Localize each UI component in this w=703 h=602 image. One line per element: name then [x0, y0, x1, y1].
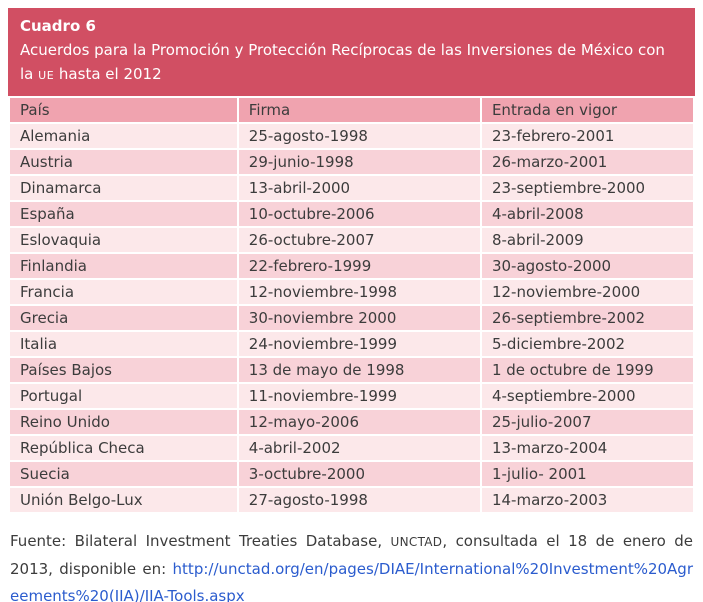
table-row: Grecia 30-noviembre 2000 26-septiembre-200…	[8, 304, 696, 332]
cell-vigor: 8-abril-2009	[479, 226, 696, 254]
cell-vigor: 26-marzo-2001	[479, 148, 696, 176]
cell-pais: Suecia	[8, 460, 239, 488]
cell-firma: 22-febrero-1999	[236, 252, 482, 280]
source-link[interactable]: http://unctad.org/en/pages/DIAE/Internat…	[10, 560, 693, 602]
table-row: Portugal 11-noviembre-1999 4-septiembre-20…	[8, 382, 696, 410]
cell-vigor: 25-julio-2007	[479, 408, 696, 436]
table-row: Alemania 25-agosto-1998 23-febrero-2001	[8, 122, 696, 150]
table-title-suffix: hasta el 2012	[54, 65, 162, 83]
cell-firma: 4-abril-2002	[236, 434, 482, 462]
table-row: Francia 12-noviembre-1998 12-noviembre-200…	[8, 278, 696, 306]
cell-vigor: 5-diciembre-2002	[479, 330, 696, 358]
treaties-table: País Firma Entrada en vigor Alemania 25-a…	[8, 96, 696, 514]
table-row: Suecia 3-octubre-2000 1-julio- 2001	[8, 460, 696, 488]
cell-vigor: 30-agosto-2000	[479, 252, 696, 280]
table-row: Dinamarca 13-abril-2000 23-septiembre-2000	[8, 174, 696, 202]
cell-firma: 29-junio-1998	[236, 148, 482, 176]
table-body: Alemania 25-agosto-1998 23-febrero-2001 Aus…	[8, 122, 696, 514]
cell-pais: Francia	[8, 278, 239, 306]
cell-firma: 3-octubre-2000	[236, 460, 482, 488]
cell-pais: España	[8, 200, 239, 228]
cell-pais: Alemania	[8, 122, 239, 150]
column-header-firma: Firma	[236, 96, 482, 124]
cell-firma: 27-agosto-1998	[236, 486, 482, 514]
cell-vigor: 4-abril-2008	[479, 200, 696, 228]
cell-vigor: 13-marzo-2004	[479, 434, 696, 462]
source-smallcaps: UNCTAD	[390, 535, 443, 549]
table-title-text: Acuerdos para la Promoción y Protección …	[20, 41, 665, 83]
source-text: Fuente: Bilateral Investment Treaties Da…	[10, 532, 391, 550]
cell-firma: 13 de mayo de 1998	[236, 356, 482, 384]
cell-pais: Dinamarca	[8, 174, 239, 202]
cell-pais: Finlandia	[8, 252, 239, 280]
cell-firma: 11-noviembre-1999	[236, 382, 482, 410]
cell-pais: Portugal	[8, 382, 239, 410]
cell-pais: Italia	[8, 330, 239, 358]
cell-pais: Reino Unido	[8, 408, 239, 436]
cell-firma: 25-agosto-1998	[236, 122, 482, 150]
source-note: Fuente: Bilateral Investment Treaties Da…	[8, 528, 695, 602]
table-row: Austria 29-junio-1998 26-marzo-2001	[8, 148, 696, 176]
cell-firma: 24-noviembre-1999	[236, 330, 482, 358]
column-header-row: País Firma Entrada en vigor	[8, 96, 696, 124]
table-row: Países Bajos 13 de mayo de 1998 1 de octub…	[8, 356, 696, 384]
source-text-middle: , consultada el 18 de enero de 2013, dis…	[10, 532, 693, 578]
table-row: Eslovaquia 26-octubre-2007 8-abril-2009	[8, 226, 696, 254]
cell-vigor: 14-marzo-2003	[479, 486, 696, 514]
cell-pais: Países Bajos	[8, 356, 239, 384]
cell-pais: República Checa	[8, 434, 239, 462]
cell-firma: 12-noviembre-1998	[236, 278, 482, 306]
cell-vigor: 12-noviembre-2000	[479, 278, 696, 306]
cell-vigor: 4-septiembre-2000	[479, 382, 696, 410]
cell-pais: Unión Belgo-Lux	[8, 486, 239, 514]
column-header-pais: País	[8, 96, 239, 124]
table-row: Finlandia 22-febrero-1999 30-agosto-2000	[8, 252, 696, 280]
cell-vigor: 1 de octubre de 1999	[479, 356, 696, 384]
table-number: Cuadro 6	[20, 17, 96, 35]
cell-firma: 12-mayo-2006	[236, 408, 482, 436]
cell-vigor: 1-julio- 2001	[479, 460, 696, 488]
cell-firma: 13-abril-2000	[236, 174, 482, 202]
cell-pais: Grecia	[8, 304, 239, 332]
table-title-smallcaps: UE	[38, 69, 55, 82]
table-title-band: Cuadro 6 Acuerdos para la Promoción y Pr…	[8, 8, 695, 96]
cell-firma: 26-octubre-2007	[236, 226, 482, 254]
cell-vigor: 26-septiembre-2002	[479, 304, 696, 332]
table-row: Reino Unido 12-mayo-2006 25-julio-2007	[8, 408, 696, 436]
table-row: España 10-octubre-2006 4-abril-2008	[8, 200, 696, 228]
cell-pais: Austria	[8, 148, 239, 176]
cell-vigor: 23-febrero-2001	[479, 122, 696, 150]
table-row: Unión Belgo-Lux 27-agosto-1998 14-marzo-20…	[8, 486, 696, 514]
table-row: Italia 24-noviembre-1999 5-diciembre-2002	[8, 330, 696, 358]
table-container: Cuadro 6 Acuerdos para la Promoción y Pr…	[8, 8, 696, 514]
table-row: República Checa 4-abril-2002 13-marzo-2004	[8, 434, 696, 462]
column-header-vigor: Entrada en vigor	[479, 96, 696, 124]
cell-vigor: 23-septiembre-2000	[479, 174, 696, 202]
cell-pais: Eslovaquia	[8, 226, 239, 254]
table-title: Acuerdos para la Promoción y Protección …	[20, 38, 683, 88]
cell-firma: 30-noviembre 2000	[236, 304, 482, 332]
cell-firma: 10-octubre-2006	[236, 200, 482, 228]
